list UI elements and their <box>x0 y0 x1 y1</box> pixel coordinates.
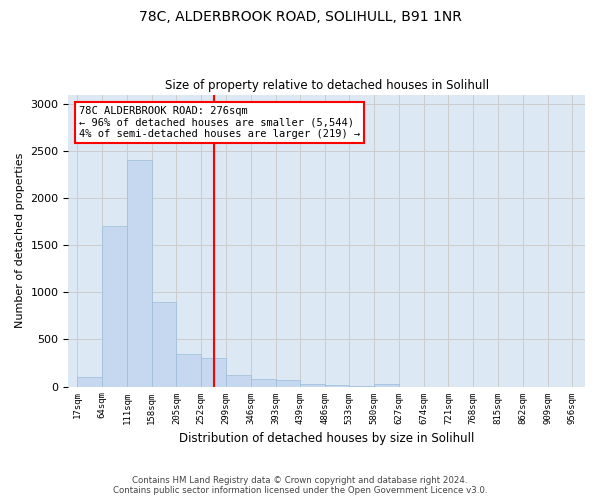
Bar <box>201 358 226 386</box>
Title: Size of property relative to detached houses in Solihull: Size of property relative to detached ho… <box>164 79 489 92</box>
Bar <box>300 384 325 386</box>
Bar <box>152 302 176 386</box>
Text: 78C, ALDERBROOK ROAD, SOLIHULL, B91 1NR: 78C, ALDERBROOK ROAD, SOLIHULL, B91 1NR <box>139 10 461 24</box>
Bar <box>251 379 275 386</box>
Bar <box>102 226 127 386</box>
Bar <box>275 380 301 386</box>
Bar <box>77 377 102 386</box>
Bar <box>226 376 251 386</box>
Bar <box>127 160 152 386</box>
Bar <box>176 354 201 386</box>
Bar <box>325 385 349 386</box>
X-axis label: Distribution of detached houses by size in Solihull: Distribution of detached houses by size … <box>179 432 475 445</box>
Text: Contains HM Land Registry data © Crown copyright and database right 2024.
Contai: Contains HM Land Registry data © Crown c… <box>113 476 487 495</box>
Bar <box>374 384 399 386</box>
Text: 78C ALDERBROOK ROAD: 276sqm
← 96% of detached houses are smaller (5,544)
4% of s: 78C ALDERBROOK ROAD: 276sqm ← 96% of det… <box>79 106 360 139</box>
Y-axis label: Number of detached properties: Number of detached properties <box>15 153 25 328</box>
